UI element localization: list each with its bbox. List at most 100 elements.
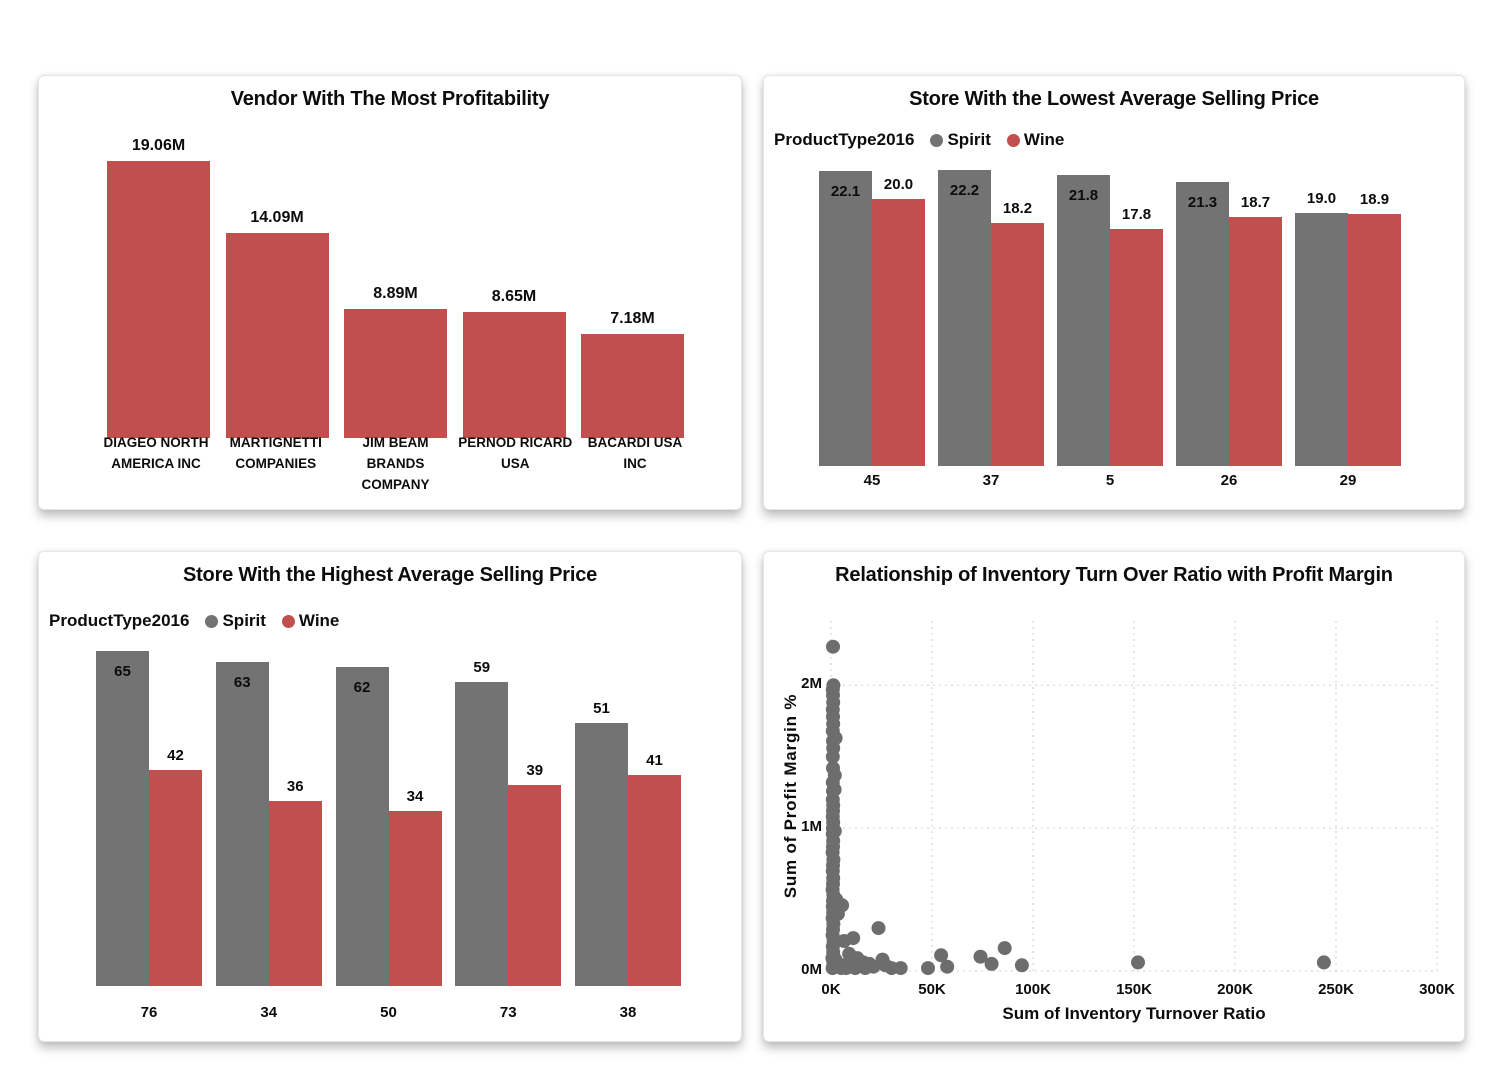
- category-label: BACARDI USA INC: [587, 435, 683, 472]
- bar-value-label: 21.8: [1068, 187, 1099, 205]
- y-tick-label: 2M: [801, 675, 822, 693]
- category-label: 45: [863, 472, 881, 489]
- legend-item-wine[interactable]: Wine: [1006, 130, 1064, 150]
- bar-spirit-5[interactable]: 21.8: [1057, 175, 1110, 466]
- scatter-point[interactable]: [827, 824, 842, 838]
- legend-item-wine[interactable]: Wine: [281, 611, 339, 631]
- scatter-point[interactable]: [997, 941, 1012, 956]
- bar-spirit-38[interactable]: [575, 723, 628, 986]
- bar-value-label: 20.0: [883, 176, 914, 194]
- bar-group-37: 22.2 18.2: [938, 170, 1044, 466]
- legend-title: ProductType2016: [774, 130, 915, 149]
- bar-value-label: 18.2: [1002, 200, 1033, 218]
- spirit-swatch-icon: [930, 133, 944, 147]
- scatter-point[interactable]: [830, 906, 845, 921]
- bar-wine-37[interactable]: [991, 223, 1044, 466]
- scatter-point[interactable]: [826, 639, 840, 654]
- bar-wine-76[interactable]: [149, 769, 202, 986]
- category-label: DIAGEO NORTH AMERICA INC: [103, 435, 209, 472]
- x-tick-label: 300K: [1419, 981, 1455, 998]
- scatter-point[interactable]: [1131, 955, 1145, 970]
- bar-group-76: 65 42: [96, 651, 202, 986]
- bar-group-29: 19.0 18.9: [1295, 190, 1401, 466]
- scatter-point[interactable]: [934, 948, 949, 963]
- category-label: 38: [619, 1004, 637, 1021]
- bar-value-label: 41: [646, 751, 663, 769]
- bar-jim-beam-brands[interactable]: [344, 308, 447, 438]
- bar-wine-50[interactable]: [388, 810, 442, 986]
- bar-slot: 63: [215, 661, 269, 986]
- chart-title: Store With the Highest Average Selling P…: [182, 564, 598, 586]
- scatter-point[interactable]: [940, 959, 955, 974]
- legend-item-spirit[interactable]: Spirit: [930, 130, 991, 150]
- bar-slot: 34: [388, 787, 442, 986]
- bar-slot: 17.8: [1110, 206, 1163, 466]
- bar-value-label: 63: [233, 673, 251, 691]
- bar-value-label: 39: [526, 762, 544, 780]
- bar-group-73: 59 39: [455, 659, 562, 986]
- bar-spirit-34[interactable]: 63: [215, 661, 269, 986]
- bar-wine-73[interactable]: [508, 785, 562, 986]
- bar-column: 7.18M: [581, 310, 684, 438]
- scatter-point[interactable]: [871, 921, 886, 936]
- bar-slot: 22.2: [938, 170, 991, 466]
- bar-group-38: 51 41: [575, 700, 681, 986]
- scatter-point[interactable]: [826, 761, 840, 776]
- bar-group-34: 63 36: [215, 661, 322, 986]
- bar-spirit-45[interactable]: 22.1: [819, 171, 872, 466]
- scatter-point[interactable]: [893, 961, 908, 976]
- scatter-point[interactable]: [1014, 958, 1029, 973]
- legend-label: Spirit: [947, 130, 991, 149]
- bar-spirit-29[interactable]: [1295, 212, 1348, 466]
- bar-slot: 65: [96, 651, 149, 986]
- bar-slot: 41: [628, 752, 681, 986]
- legend: ProductType2016 Spirit Wine: [774, 130, 1064, 150]
- scatter-point[interactable]: [1316, 955, 1331, 970]
- category-label: 34: [260, 1004, 278, 1021]
- bar-value-label: 34: [406, 787, 424, 805]
- legend-item-spirit[interactable]: Spirit: [205, 611, 266, 631]
- bar-spirit-26[interactable]: 21.3: [1176, 182, 1229, 466]
- category-axis: 45 37 5 26 29: [819, 472, 1401, 489]
- scatter-point[interactable]: [826, 678, 841, 693]
- bar-spirit-37[interactable]: 22.2: [938, 170, 991, 466]
- bar-bacardi-usa-inc[interactable]: [581, 333, 684, 438]
- bar-value-label: 18.7: [1240, 193, 1271, 211]
- bar-wine-5[interactable]: [1110, 228, 1163, 466]
- bar-wine-29[interactable]: [1348, 214, 1401, 466]
- bar-spirit-76[interactable]: 65: [96, 651, 149, 986]
- bar-diageo-north[interactable]: [107, 161, 210, 438]
- bar-group-26: 21.3 18.7: [1176, 182, 1282, 466]
- scatter-point[interactable]: [973, 949, 988, 964]
- bar-value-label: 36: [286, 777, 304, 795]
- bar-spirit-73[interactable]: [455, 682, 509, 986]
- bar-pernod-ricard[interactable]: [462, 312, 566, 438]
- bar-value-label: 42: [167, 746, 184, 764]
- wine-swatch-icon: [1006, 133, 1020, 147]
- x-tick-label: 200K: [1217, 981, 1253, 998]
- category-label: 50: [380, 1004, 397, 1021]
- scatter-point[interactable]: [921, 961, 935, 976]
- bar-plot-area: 19.06M 14.09M 8.89M 8.65M 7.18M: [107, 126, 684, 438]
- bar-wine-26[interactable]: [1229, 216, 1282, 466]
- scatter-plot-area: [825, 621, 1438, 976]
- bar-value-label: 19.06M: [131, 137, 186, 154]
- bar-group-50: 62 34: [335, 666, 442, 986]
- bar-value-label: 59: [473, 659, 491, 677]
- bar-value-label: 14.09M: [250, 209, 304, 227]
- scatter-point[interactable]: [846, 931, 861, 946]
- scatter-point[interactable]: [866, 959, 881, 974]
- chart-card-lowest-avg-selling-price: Store With the Lowest Average Selling Pr…: [763, 75, 1465, 510]
- bar-value-label: 18.9: [1359, 191, 1390, 208]
- bar-martignetti[interactable]: [225, 233, 329, 438]
- scatter-point[interactable]: [984, 956, 999, 971]
- chart-title: Store With the Lowest Average Selling Pr…: [909, 88, 1319, 110]
- bar-wine-34[interactable]: [268, 800, 322, 986]
- bar-value-label: 65: [114, 663, 131, 681]
- bar-wine-45[interactable]: [872, 199, 925, 466]
- bar-wine-38[interactable]: [628, 774, 681, 986]
- bar-spirit-50[interactable]: 62: [335, 666, 389, 986]
- legend: ProductType2016 Spirit Wine: [49, 611, 339, 631]
- y-tick-label: 1M: [801, 818, 822, 836]
